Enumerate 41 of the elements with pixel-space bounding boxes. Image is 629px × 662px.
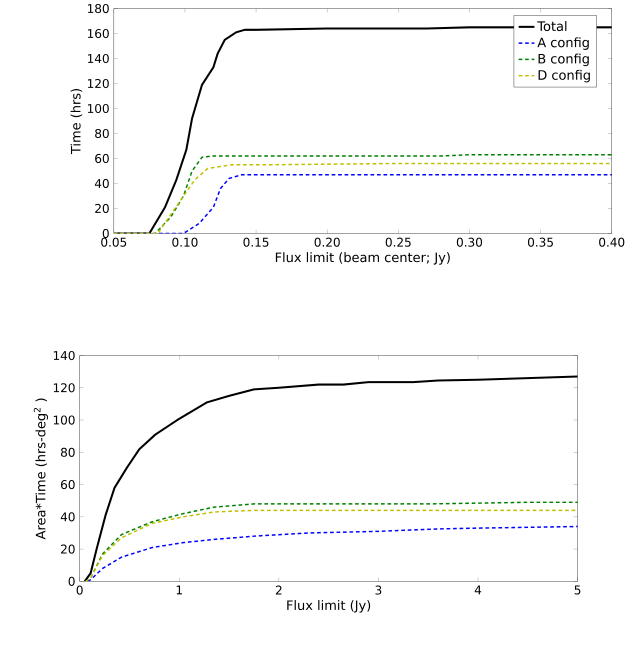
y-tick-label: 40 (94, 178, 109, 188)
legend-label: A config (537, 37, 589, 50)
y-tick-label: 40 (60, 512, 75, 522)
y-axis-title: Area*Time (hrs-deg$^{2}$ ) (34, 398, 48, 540)
line-series (86, 526, 578, 582)
y-tick-label: 20 (60, 544, 75, 554)
x-tick-label: 0.40 (599, 238, 624, 247)
x-tick-label: 0.10 (172, 238, 198, 247)
y-tick-label: 60 (95, 154, 109, 164)
x-tick-label: 2 (276, 586, 282, 594)
y-tick-label: 100 (88, 104, 109, 114)
x-tick-label: 0.15 (243, 238, 268, 247)
x-tick-label: 0.35 (528, 238, 553, 247)
y-axis-title: Time (hrs) (70, 89, 82, 154)
y-tick-label: 60 (60, 480, 75, 490)
x-tick-label: 0 (76, 586, 83, 595)
y-tick-label: 80 (60, 448, 75, 457)
legend-label: D config (538, 70, 590, 82)
x-tick-label: 1 (176, 586, 182, 594)
y-tick-label: 140 (54, 350, 75, 360)
y-tick-label: 140 (88, 54, 109, 64)
x-tick-label: 3 (375, 586, 382, 595)
y-tick-label: 180 (88, 4, 109, 14)
x-axis-title: Flux limit (Jy) (287, 600, 370, 613)
y-tick-label: 20 (95, 204, 109, 214)
x-tick-label: 5 (574, 586, 580, 594)
y-tick-label: 160 (88, 28, 109, 38)
x-tick-label: 0.20 (314, 238, 340, 247)
x-tick-label: 0.25 (386, 238, 411, 247)
x-tick-label: 0.05 (101, 238, 126, 247)
x-axis-title: Flux limit (beam center; Jy) (276, 252, 450, 265)
legend-label: B config (538, 54, 589, 66)
x-tick-label: 4 (474, 586, 482, 594)
legend-label: Total (537, 21, 566, 32)
x-tick-label: 0.30 (456, 238, 482, 247)
y-tick-label: 0 (68, 576, 75, 586)
y-tick-label: 80 (95, 128, 109, 138)
y-tick-label: 0 (102, 228, 109, 238)
y-tick-label: 100 (54, 416, 75, 425)
y-tick-label: 120 (88, 78, 109, 88)
y-tick-label: 120 (54, 383, 75, 392)
